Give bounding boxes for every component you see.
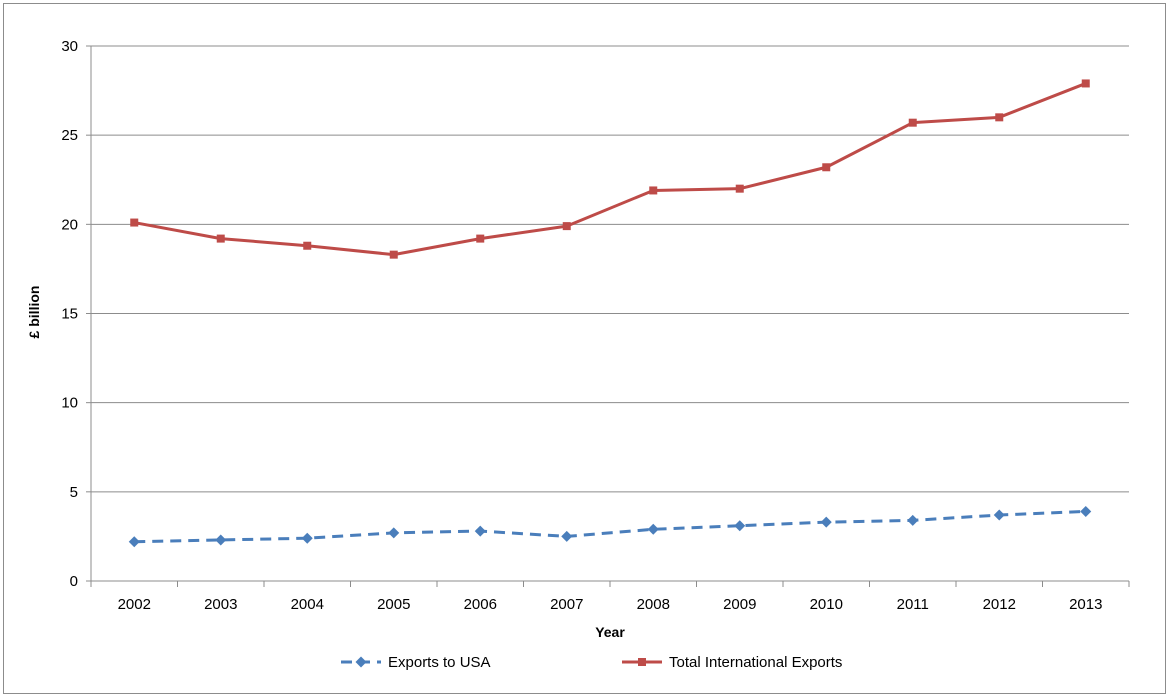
data-point-diamond bbox=[388, 527, 400, 539]
data-point-diamond bbox=[647, 523, 659, 535]
axes bbox=[90, 46, 1130, 587]
data-point-diamond bbox=[301, 532, 313, 544]
x-tick-label: 2007 bbox=[550, 596, 583, 613]
data-point-diamond bbox=[128, 536, 140, 548]
y-tick-label: 5 bbox=[70, 484, 78, 501]
data-point-diamond bbox=[474, 525, 486, 537]
data-point-square bbox=[995, 113, 1004, 122]
data-point-diamond bbox=[561, 530, 573, 542]
data-point-diamond bbox=[907, 514, 919, 526]
legend-label: Exports to USA bbox=[388, 654, 491, 671]
y-tick-label: 20 bbox=[61, 216, 78, 233]
data-point-square bbox=[1081, 79, 1090, 88]
data-point-diamond bbox=[1080, 505, 1092, 517]
x-tick-labels: 2002 2003 2004 2005 2006 2007 2008 2009 2010 2011… bbox=[118, 596, 1103, 613]
y-tick-label: 0 bbox=[70, 573, 78, 590]
data-point-square bbox=[562, 222, 571, 231]
x-tick-label: 2004 bbox=[291, 596, 324, 613]
series-1 bbox=[128, 505, 1092, 548]
data-point-square bbox=[216, 234, 225, 243]
x-tick-label: 2013 bbox=[1069, 596, 1102, 613]
y-tick-label: 10 bbox=[61, 395, 78, 412]
x-tick-label: 2010 bbox=[810, 596, 843, 613]
data-point-square bbox=[822, 163, 831, 172]
data-point-square bbox=[649, 186, 658, 195]
data-point-square bbox=[130, 218, 139, 227]
y-tick-labels: 0 5 10 15 20 25 30 bbox=[61, 38, 78, 590]
x-tick-label: 2011 bbox=[897, 596, 929, 613]
series-layer bbox=[128, 79, 1092, 548]
x-tick-label: 2002 bbox=[118, 596, 151, 613]
data-point-diamond bbox=[734, 520, 746, 532]
y-tick-label: 30 bbox=[61, 38, 78, 55]
x-tick-label: 2009 bbox=[723, 596, 756, 613]
x-tick-label: 2003 bbox=[204, 596, 237, 613]
data-point-square bbox=[735, 184, 744, 193]
y-tick-label: 25 bbox=[61, 127, 78, 144]
x-tick-label: 2008 bbox=[637, 596, 670, 613]
series-2 bbox=[130, 79, 1090, 259]
x-tick-label: 2006 bbox=[464, 596, 497, 613]
data-point-diamond bbox=[355, 656, 367, 668]
data-point-diamond bbox=[993, 509, 1005, 521]
gridlines bbox=[86, 45, 1129, 582]
data-point-diamond bbox=[820, 516, 832, 528]
data-point-square bbox=[476, 234, 485, 243]
x-tick-label: 2005 bbox=[377, 596, 410, 613]
data-point-square bbox=[638, 658, 646, 666]
data-point-diamond bbox=[215, 534, 227, 546]
x-axis-title: Year bbox=[595, 624, 625, 640]
data-point-square bbox=[389, 250, 398, 259]
legend: Exports to USA Total International Export… bbox=[341, 654, 842, 671]
y-axis-title: £ billion bbox=[26, 286, 42, 339]
series-line bbox=[133, 82, 1087, 257]
x-tick-label: 2012 bbox=[983, 596, 1016, 613]
data-point-square bbox=[908, 118, 917, 127]
legend-entry: Total International Exports bbox=[622, 654, 842, 671]
y-tick-label: 15 bbox=[61, 306, 78, 323]
data-point-square bbox=[303, 241, 312, 250]
series-line bbox=[134, 509, 1086, 544]
legend-entry: Exports to USA bbox=[341, 654, 491, 671]
legend-label: Total International Exports bbox=[669, 654, 842, 671]
